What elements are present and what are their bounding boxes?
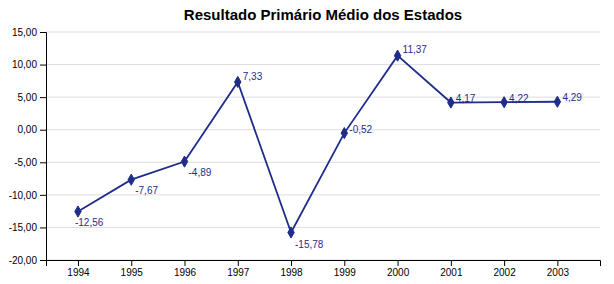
marker [501, 97, 507, 108]
x-tick: 2002 [493, 260, 516, 278]
grid-line [46, 162, 600, 163]
series [75, 50, 561, 238]
data-labels: -12,56 -7,67 -4,89 7,33 -15,78 -0,52 11,37 4,17… [75, 44, 582, 250]
x-tick-label: 2000 [387, 267, 410, 278]
marker [448, 97, 454, 108]
x-tick-mark [504, 260, 505, 266]
line [78, 56, 557, 233]
data-label: -7,67 [135, 185, 158, 196]
x-tick-mark [398, 260, 399, 266]
y-tick-mark [40, 227, 46, 228]
x-tick-mark [78, 260, 79, 266]
x-tick-mark [238, 260, 239, 266]
y-tick: -10,00 [9, 190, 46, 201]
y-tick-label: -20,00 [9, 255, 38, 266]
x-tick-label: 2003 [547, 267, 570, 278]
y-tick: 0,00 [18, 124, 46, 135]
grid-line [46, 32, 600, 33]
data-label: 4,22 [509, 93, 529, 104]
x-tick-label: 1998 [280, 267, 303, 278]
x-tick-mark [344, 260, 345, 266]
y-tick-label: 15,00 [12, 27, 37, 38]
x-tick: 1997 [227, 260, 250, 278]
marker [75, 206, 81, 217]
chart: -20,00 -15,00 -10,00 -5,00 0,00 5,00 10,00 15,0… [0, 0, 614, 284]
marker [394, 50, 400, 61]
x-axis-line [47, 261, 601, 267]
y-tick-label: -5,00 [14, 157, 37, 168]
marker [181, 156, 187, 167]
y-tick: 15,00 [12, 27, 46, 38]
y-axis: -20,00 -15,00 -10,00 -5,00 0,00 5,00 10,00 15,0… [9, 27, 47, 266]
x-tick: 1995 [121, 260, 144, 278]
x-tick: 1999 [334, 260, 357, 278]
x-tick-mark [557, 260, 558, 266]
x-tick-label: 1999 [334, 267, 357, 278]
y-tick-label: 0,00 [18, 124, 38, 135]
data-label: 4,29 [562, 92, 582, 103]
x-tick-label: 1995 [121, 267, 144, 278]
y-tick-label: -10,00 [9, 190, 38, 201]
y-tick-mark [40, 162, 46, 163]
marker [128, 174, 134, 185]
x-axis: 1994 1995 1996 1997 1998 1999 2000 2001 2002 2003 [47, 260, 601, 278]
y-tick: 10,00 [12, 59, 46, 70]
x-tick: 2001 [440, 260, 463, 278]
x-tick-mark [131, 260, 132, 266]
x-tick: 1996 [174, 260, 197, 278]
data-label: 7,33 [243, 71, 263, 82]
x-tick: 2000 [387, 260, 410, 278]
grid-line [46, 129, 600, 130]
x-tick-label: 1994 [67, 267, 90, 278]
marker [554, 96, 560, 107]
y-tick-mark [40, 97, 46, 98]
x-tick-mark [185, 260, 186, 266]
x-tick: 2003 [547, 260, 570, 278]
data-label: -15,78 [295, 239, 324, 250]
grid-line [46, 227, 600, 228]
x-tick-mark [291, 260, 292, 266]
grid-line [46, 194, 600, 195]
marker [288, 227, 294, 238]
y-tick-mark [40, 32, 46, 33]
data-label: -0,52 [349, 124, 372, 135]
grid-line [46, 64, 600, 65]
plot-area: -20,00 -15,00 -10,00 -5,00 0,00 5,00 10,00 15,0… [9, 27, 601, 278]
y-tick: -20,00 [9, 255, 46, 266]
title: Resultado Primário Médio dos Estados [184, 6, 462, 23]
y-tick-mark [40, 65, 46, 66]
y-tick-mark [40, 260, 46, 261]
data-label: -12,56 [75, 217, 104, 228]
x-tick-label: 2002 [493, 267, 516, 278]
y-tick-label: 10,00 [12, 59, 37, 70]
y-axis-line [40, 33, 47, 261]
y-tick-label: 5,00 [18, 92, 38, 103]
marker [341, 128, 347, 139]
y-tick: 5,00 [18, 92, 46, 103]
x-tick-label: 2001 [440, 267, 463, 278]
grid [46, 32, 600, 260]
y-tick-mark [40, 130, 46, 131]
x-tick: 1994 [67, 260, 90, 278]
x-tick-label: 1997 [227, 267, 250, 278]
x-tick-label: 1996 [174, 267, 197, 278]
marker [235, 76, 241, 87]
data-label: 4,17 [456, 93, 476, 104]
data-label: -4,89 [189, 167, 212, 178]
y-tick: -15,00 [9, 222, 46, 233]
y-tick-mark [40, 195, 46, 196]
y-tick-label: -15,00 [9, 222, 38, 233]
y-tick: -5,00 [14, 157, 46, 168]
data-label: 11,37 [403, 44, 428, 55]
x-tick-mark [451, 260, 452, 266]
x-tick: 1998 [280, 260, 303, 278]
